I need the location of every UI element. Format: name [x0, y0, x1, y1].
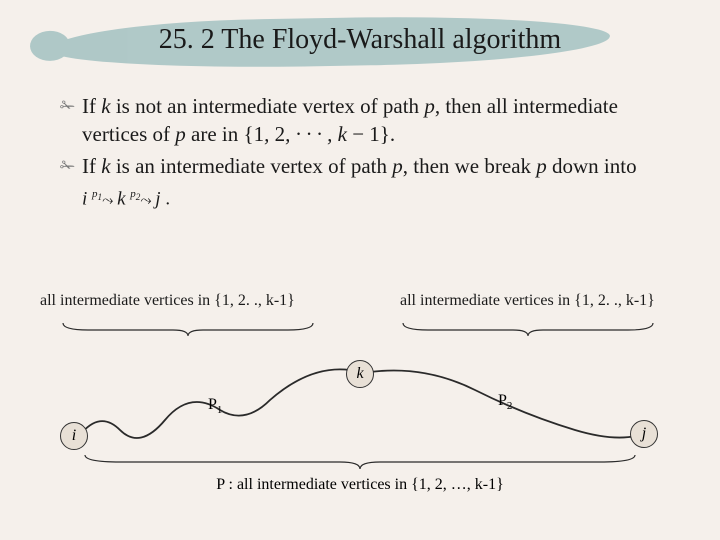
brace-bottom — [80, 452, 640, 472]
node-j: j — [630, 420, 658, 448]
brace-right — [398, 318, 658, 338]
node-i: i — [60, 422, 88, 450]
bullet-item: ✁ If k is not an intermediate vertex of … — [60, 92, 660, 148]
brace-left — [58, 318, 318, 338]
bullet-text-1: If k is not an intermediate vertex of pa… — [82, 92, 660, 148]
p1-label: P1 — [208, 396, 222, 416]
bullet-list: ✁ If k is not an intermediate vertex of … — [60, 92, 660, 219]
bullet-item: ✁ If k is an intermediate vertex of path… — [60, 152, 660, 215]
bullet-icon: ✁ — [60, 152, 82, 180]
path-notation: i p1⤳ k p2⤳ j . — [82, 180, 170, 215]
node-k: k — [346, 360, 374, 388]
brace-label-right: all intermediate vertices in {1, 2. ., k… — [400, 292, 655, 310]
brace-label-left: all intermediate vertices in {1, 2. ., k… — [40, 292, 295, 310]
p2-label: P2 — [498, 392, 512, 412]
bullet-icon: ✁ — [60, 92, 82, 120]
bottom-label: P : all intermediate vertices in {1, 2, … — [0, 476, 720, 494]
bullet-text-2: If k is an intermediate vertex of path p… — [82, 152, 660, 215]
slide-title: 25. 2 The Floyd-Warshall algorithm — [0, 24, 720, 56]
